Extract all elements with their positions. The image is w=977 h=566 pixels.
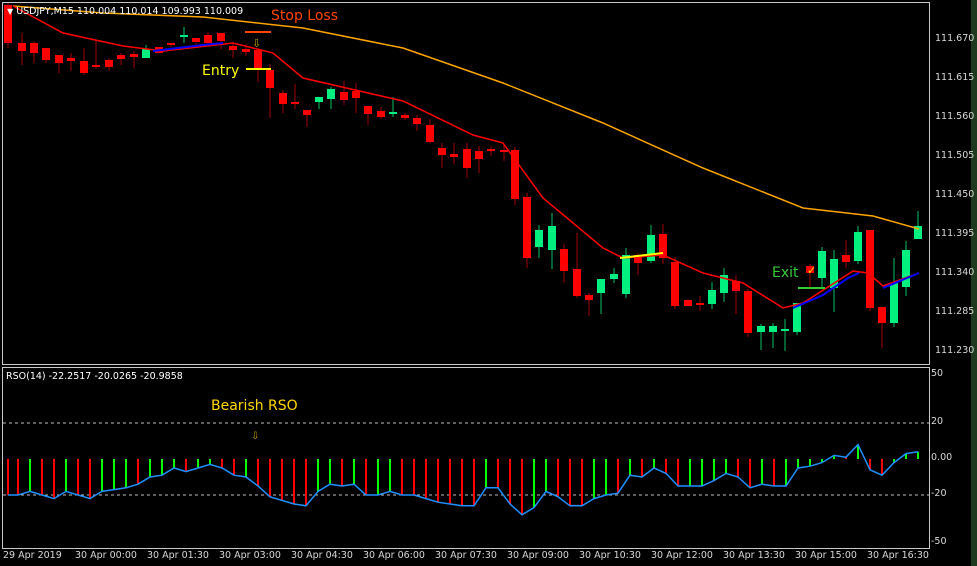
entry-label: Entry — [202, 63, 240, 79]
window-edge — [971, 0, 977, 566]
price-tick: 111.505 — [935, 150, 975, 161]
time-tick: 30 Apr 04:30 — [291, 550, 353, 561]
price-chart-panel[interactable]: ▼ USDJPY,M15 110.004 110.014 109.993 110… — [2, 2, 930, 365]
price-tick: 111.285 — [935, 306, 975, 317]
time-tick: 30 Apr 06:00 — [363, 550, 425, 561]
entry-arrow-icon: ⇩ — [252, 37, 262, 50]
price-tick: 111.450 — [935, 189, 975, 200]
rso-tick: -50 — [931, 536, 947, 547]
bearish-rso-label: Bearish RSO — [211, 398, 298, 414]
time-tick: 30 Apr 13:30 — [723, 550, 785, 561]
price-tick: 111.560 — [935, 111, 975, 122]
time-tick: 30 Apr 10:30 — [579, 550, 641, 561]
rso-indicator-panel[interactable]: RSO(14) -22.2517 -20.0265 -20.9858 Beari… — [2, 367, 930, 549]
rso-tick: 0.00 — [931, 452, 953, 463]
time-tick: 30 Apr 03:00 — [219, 550, 281, 561]
time-tick: 30 Apr 15:00 — [795, 550, 857, 561]
rso-indicator-label: RSO(14) -22.2517 -20.0265 -20.9858 — [6, 371, 183, 382]
time-tick: 30 Apr 01:30 — [147, 550, 209, 561]
price-tick: 111.230 — [935, 345, 975, 356]
time-tick: 30 Apr 09:00 — [507, 550, 569, 561]
price-tick: 111.615 — [935, 72, 975, 83]
bearish-arrow-icon: ⇩ — [251, 431, 260, 442]
rso-tick: 20 — [931, 416, 944, 427]
time-tick: 30 Apr 00:00 — [75, 550, 137, 561]
time-tick: 30 Apr 16:30 — [867, 550, 929, 561]
time-tick: 29 Apr 2019 — [3, 550, 62, 561]
rso-tick: 50 — [931, 368, 944, 379]
rso-plot — [3, 422, 929, 516]
stop-loss-label: Stop Loss — [271, 8, 338, 24]
rso-tick: -20 — [931, 488, 947, 499]
price-tick: 111.670 — [935, 33, 975, 44]
symbol-ohlc-text: USDJPY,M15 110.004 110.014 109.993 110.0… — [16, 6, 244, 17]
exit-label: Exit — [772, 265, 799, 281]
time-tick: 30 Apr 12:00 — [651, 550, 713, 561]
price-tick: 111.395 — [935, 228, 975, 239]
menu-triangle-icon[interactable]: ▼ — [7, 7, 14, 16]
price-tick: 111.340 — [935, 267, 975, 278]
time-tick: 30 Apr 07:30 — [435, 550, 497, 561]
chart-header: ▼ USDJPY,M15 110.004 110.014 109.993 110… — [7, 6, 243, 17]
candlestick-plot — [4, 3, 922, 351]
exit-check-icon: ✓ — [807, 264, 817, 277]
